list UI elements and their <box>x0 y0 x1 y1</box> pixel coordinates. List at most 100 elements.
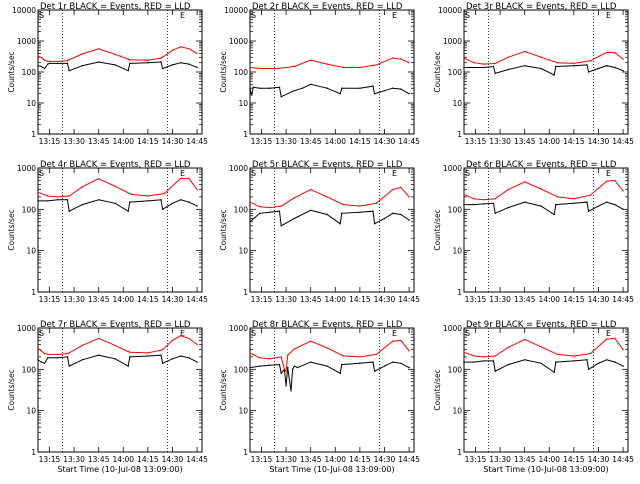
data-point-events <box>47 63 49 65</box>
panel-det-6r: Det 6r BLACK = Events, RED = LLD 1 10 100 10… <box>433 160 634 304</box>
data-point-events <box>622 70 624 72</box>
data-point-events <box>188 63 190 65</box>
series-line-lld <box>37 46 198 62</box>
x-tick-label: 13:45 <box>300 455 322 464</box>
y-tick-label: 100 <box>22 68 37 77</box>
y-axis-label: Counts/sec <box>433 369 442 410</box>
x-tick-label: 13:30 <box>63 137 85 146</box>
data-point-lld <box>188 337 190 340</box>
data-point-events <box>587 210 590 212</box>
data-point-lld <box>473 62 475 64</box>
data-point-events <box>383 217 386 220</box>
data-point-lld <box>161 56 164 58</box>
y-tick-label: 1 <box>457 448 462 457</box>
y-tick-label: 1000 <box>17 324 36 333</box>
plot-frame <box>37 167 203 293</box>
data-point-events <box>392 361 394 363</box>
data-point-lld <box>293 65 295 68</box>
data-point-events <box>555 203 557 206</box>
data-point-events <box>171 64 174 66</box>
data-point-lld <box>37 191 39 193</box>
marker-e: E <box>180 169 185 178</box>
data-point-lld <box>392 57 394 59</box>
x-tick-label: 14:15 <box>137 455 159 464</box>
data-point-events <box>188 357 190 359</box>
marker-s: S <box>251 11 256 20</box>
y-tick-label: 10000 <box>224 6 248 15</box>
data-point-events <box>310 83 312 86</box>
data-point-events <box>524 65 526 67</box>
series-line-lld <box>37 177 198 198</box>
data-point-events <box>57 62 59 65</box>
panel-title: Det 6r BLACK = Events, RED = LLD <box>466 160 617 170</box>
x-tick-label: 13:45 <box>514 137 536 146</box>
data-point-lld <box>259 206 261 208</box>
marker-s: S <box>39 11 44 20</box>
data-point-lld <box>57 196 59 198</box>
data-point-lld <box>293 197 295 199</box>
data-point-lld <box>507 56 509 58</box>
data-point-lld <box>359 66 361 69</box>
x-tick-label: 14:15 <box>349 295 371 304</box>
y-axis-label: Counts/sec <box>7 209 16 250</box>
data-point-lld <box>507 346 509 349</box>
data-point-events <box>622 365 624 367</box>
x-tick-label: 14:00 <box>538 455 560 464</box>
data-point-lld <box>130 193 133 196</box>
data-point-lld <box>494 355 496 357</box>
y-axis-label: Counts/sec <box>433 51 442 92</box>
data-point-lld <box>483 199 485 201</box>
data-point-events <box>296 366 299 369</box>
data-point-lld <box>127 350 129 353</box>
x-tick-label: 14:45 <box>612 295 634 304</box>
data-point-lld <box>47 60 49 63</box>
data-point-events <box>553 371 555 373</box>
x-axis-label: Start Time (10-Jul-08 13:09:00) <box>483 465 608 474</box>
panel-title: Det 1r BLACK = Events, RED = LLD <box>40 2 191 12</box>
data-point-lld <box>68 195 70 197</box>
plot-frame <box>37 327 203 453</box>
x-tick-label: 13:45 <box>88 137 110 146</box>
data-point-events <box>359 362 361 364</box>
data-point-events <box>249 366 251 369</box>
data-point-events <box>597 205 600 207</box>
data-point-events <box>180 62 182 64</box>
data-point-events <box>161 67 164 70</box>
x-tick-label: 14:15 <box>137 295 159 304</box>
panel-title: Det 8r BLACK = Events, RED = LLD <box>252 320 403 330</box>
x-tick-label: 14:30 <box>374 137 396 146</box>
data-point-events <box>524 201 526 203</box>
y-tick-label: 1 <box>243 448 248 457</box>
data-point-events <box>161 208 164 210</box>
data-point-lld <box>326 196 328 198</box>
y-tick-label: 1 <box>457 288 462 297</box>
data-point-lld <box>293 348 295 350</box>
x-tick-label: 14:45 <box>612 455 634 464</box>
data-point-events <box>586 64 588 66</box>
x-tick-label: 14:00 <box>112 295 134 304</box>
data-point-events <box>127 365 129 367</box>
data-point-lld <box>408 62 410 64</box>
data-point-lld <box>375 353 377 356</box>
x-tick-label: 13:15 <box>39 455 61 464</box>
data-point-events <box>280 96 282 98</box>
data-point-lld <box>483 63 485 65</box>
data-point-events <box>341 363 343 366</box>
data-point-events <box>196 205 198 207</box>
data-point-lld <box>66 352 69 355</box>
data-point-lld <box>573 62 575 65</box>
y-tick-label: 1 <box>31 130 36 139</box>
data-point-events <box>188 201 190 203</box>
x-tick-label: 14:15 <box>563 295 585 304</box>
panel-title: Det 3r BLACK = Events, RED = LLD <box>466 2 617 12</box>
data-point-events <box>555 361 557 363</box>
data-point-events <box>81 65 84 67</box>
data-point-lld <box>556 62 559 64</box>
data-point-lld <box>392 340 394 342</box>
y-tick-label: 1 <box>457 130 462 139</box>
y-tick-label: 1000 <box>229 37 248 46</box>
marker-e: E <box>392 329 397 338</box>
x-tick-label: 14:30 <box>162 455 184 464</box>
y-tick-label: 10000 <box>12 6 36 15</box>
data-point-lld <box>524 338 526 341</box>
